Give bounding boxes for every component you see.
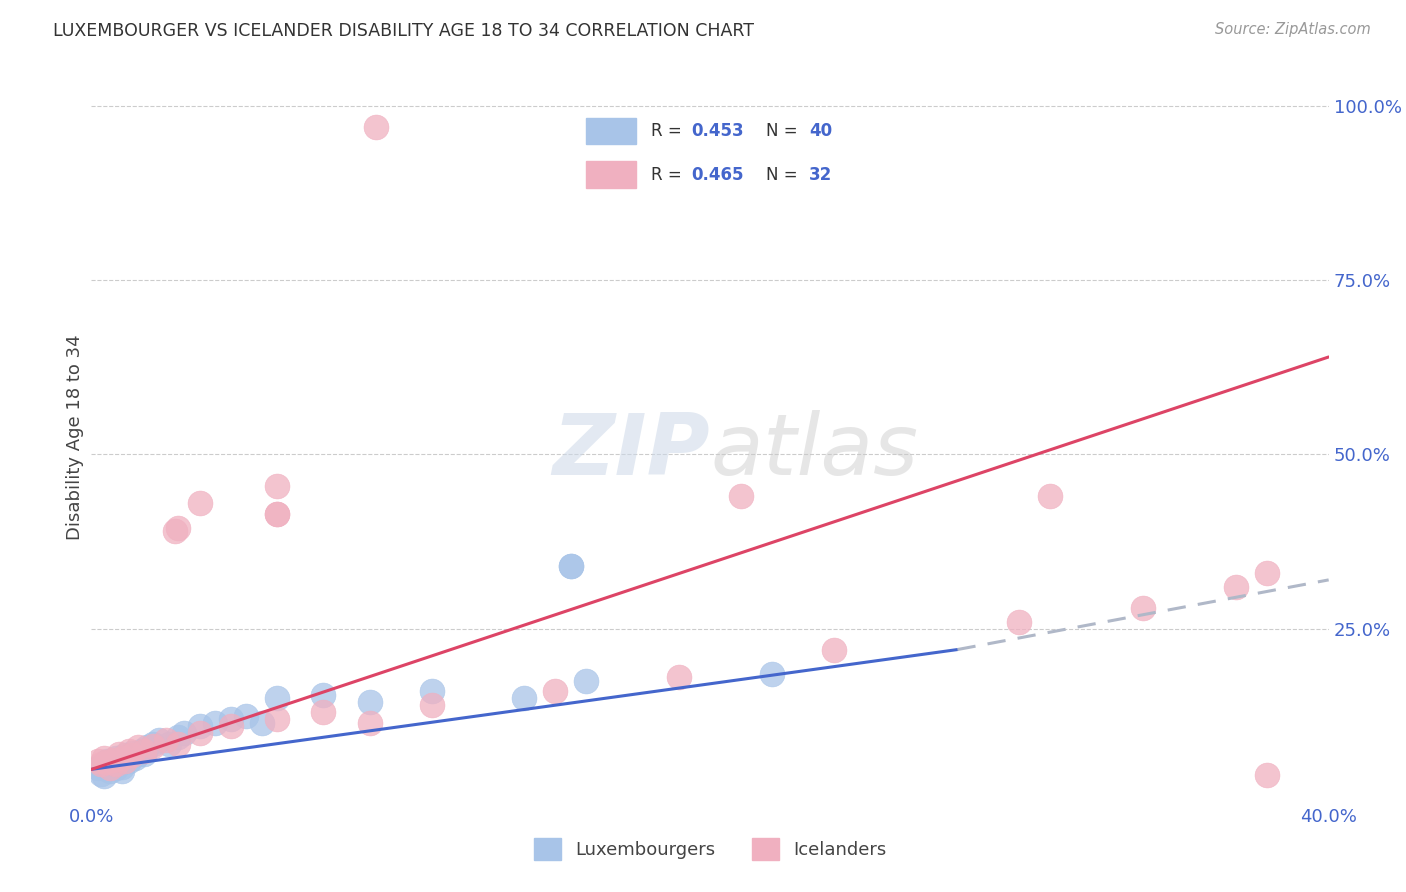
Point (560, 558, 582, 573)
Bar (586, 118, 636, 145)
Point (163, 524, 186, 538)
Point (129, 743, 152, 757)
Point (86, 754, 108, 768)
Point (1256, 768, 1278, 782)
Point (266, 691, 288, 706)
Point (359, 715, 381, 730)
Text: 32: 32 (808, 166, 832, 184)
Point (157, 737, 180, 751)
Point (544, 684, 567, 698)
Point (98, 761, 121, 775)
Point (420, 684, 443, 698)
Point (96, 763, 118, 777)
Bar (586, 161, 636, 188)
Point (86, 761, 108, 775)
Point (132, 743, 155, 757)
Point (173, 726, 195, 740)
Point (114, 748, 136, 763)
Point (250, 715, 273, 730)
Point (188, 719, 211, 733)
Text: atlas: atlas (710, 410, 918, 493)
Point (167, 730, 190, 744)
Point (90, 766, 112, 780)
Point (219, 712, 242, 726)
Point (235, 708, 257, 723)
Y-axis label: Disability Age 18 to 34: Disability Age 18 to 34 (66, 334, 84, 540)
Point (121, 748, 143, 763)
Text: 0.465: 0.465 (692, 166, 744, 184)
Point (1008, 615, 1031, 629)
Point (188, 726, 211, 740)
Point (114, 754, 136, 768)
Point (204, 715, 226, 730)
Point (761, 667, 783, 681)
Point (111, 759, 134, 773)
Point (124, 750, 146, 764)
Point (101, 753, 124, 767)
Point (96, 756, 118, 770)
Text: 40: 40 (808, 122, 832, 140)
Text: R =: R = (651, 166, 688, 184)
Point (560, 558, 582, 573)
Point (312, 688, 335, 702)
Point (668, 670, 690, 684)
Point (105, 750, 128, 764)
Point (364, 120, 387, 134)
Point (142, 739, 165, 753)
Point (111, 764, 134, 779)
Point (823, 642, 845, 657)
Point (730, 489, 752, 503)
Point (312, 705, 335, 719)
Point (93, 750, 115, 764)
Point (219, 719, 242, 733)
Point (108, 756, 131, 770)
Point (359, 695, 381, 709)
Point (117, 754, 139, 768)
Point (142, 737, 165, 751)
Text: LUXEMBOURGER VS ICELANDER DISABILITY AGE 18 TO 34 CORRELATION CHART: LUXEMBOURGER VS ICELANDER DISABILITY AGE… (53, 22, 755, 40)
Point (575, 673, 598, 688)
Point (127, 740, 149, 755)
Point (167, 521, 190, 535)
Text: Source: ZipAtlas.com: Source: ZipAtlas.com (1215, 22, 1371, 37)
Point (1132, 600, 1154, 615)
Point (101, 757, 124, 772)
Point (167, 737, 190, 751)
Point (90, 757, 112, 772)
Point (93, 769, 115, 783)
Point (1225, 580, 1247, 594)
Text: 0.453: 0.453 (692, 122, 744, 140)
Point (127, 747, 149, 761)
Point (266, 479, 288, 493)
Text: R =: R = (651, 122, 688, 140)
Point (188, 496, 211, 510)
Point (266, 507, 288, 521)
Text: N =: N = (766, 166, 803, 184)
Point (105, 761, 128, 775)
Point (266, 712, 288, 726)
Point (1256, 566, 1278, 580)
Point (121, 746, 143, 760)
Point (132, 747, 155, 761)
Point (148, 733, 170, 747)
Point (136, 740, 159, 755)
Point (108, 747, 131, 761)
Point (101, 753, 124, 767)
Point (98, 764, 121, 779)
Point (93, 757, 115, 772)
Point (117, 743, 139, 757)
Point (420, 698, 443, 713)
Point (98, 761, 121, 775)
Point (96, 754, 118, 768)
Text: N =: N = (766, 122, 803, 140)
Point (111, 750, 134, 764)
Legend: Luxembourgers, Icelanders: Luxembourgers, Icelanders (526, 830, 894, 867)
Point (155, 733, 177, 747)
Point (105, 757, 128, 772)
Point (1039, 489, 1062, 503)
Point (513, 691, 536, 706)
Point (266, 507, 288, 521)
Text: ZIP: ZIP (553, 410, 710, 493)
